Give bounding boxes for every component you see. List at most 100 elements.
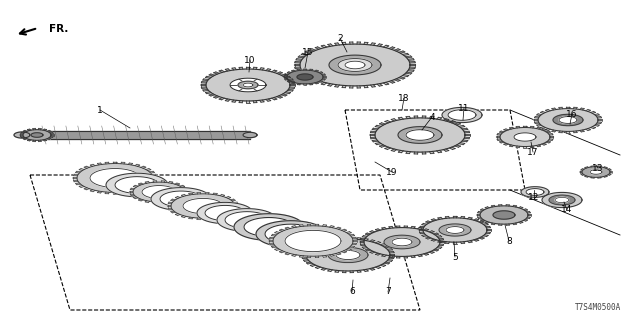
Polygon shape — [590, 170, 602, 174]
Text: 12: 12 — [528, 194, 540, 203]
Polygon shape — [171, 194, 235, 218]
Polygon shape — [542, 192, 582, 208]
Polygon shape — [370, 116, 470, 154]
Polygon shape — [151, 188, 211, 210]
Polygon shape — [345, 61, 365, 69]
Polygon shape — [398, 127, 442, 143]
Polygon shape — [580, 166, 612, 178]
Polygon shape — [553, 114, 583, 126]
Text: 14: 14 — [561, 205, 573, 214]
Text: 10: 10 — [244, 55, 256, 65]
Polygon shape — [273, 226, 353, 256]
Text: 18: 18 — [398, 93, 410, 102]
Polygon shape — [555, 197, 569, 203]
Text: FR.: FR. — [49, 24, 68, 34]
Polygon shape — [294, 42, 415, 88]
Polygon shape — [384, 235, 420, 249]
Polygon shape — [477, 205, 531, 225]
Polygon shape — [238, 81, 258, 89]
Polygon shape — [230, 78, 266, 92]
Polygon shape — [439, 224, 471, 236]
Polygon shape — [206, 69, 290, 101]
Polygon shape — [297, 74, 313, 80]
Polygon shape — [287, 70, 323, 84]
Polygon shape — [550, 196, 574, 204]
Polygon shape — [90, 169, 140, 188]
Polygon shape — [329, 55, 381, 75]
Polygon shape — [205, 205, 245, 220]
Polygon shape — [77, 164, 153, 192]
Polygon shape — [300, 44, 410, 86]
Polygon shape — [339, 59, 371, 71]
Polygon shape — [243, 132, 257, 138]
Polygon shape — [133, 182, 185, 202]
Text: 8: 8 — [506, 236, 512, 245]
Polygon shape — [480, 206, 528, 224]
Text: 17: 17 — [527, 148, 539, 156]
Polygon shape — [301, 237, 394, 273]
Polygon shape — [142, 186, 176, 198]
Polygon shape — [364, 228, 440, 256]
Text: 16: 16 — [566, 109, 578, 118]
Polygon shape — [14, 132, 30, 138]
Polygon shape — [73, 162, 157, 194]
Polygon shape — [160, 191, 202, 207]
Polygon shape — [441, 225, 469, 235]
Polygon shape — [446, 227, 464, 233]
Polygon shape — [336, 251, 360, 260]
Text: 4: 4 — [429, 113, 435, 122]
Polygon shape — [115, 177, 159, 193]
Polygon shape — [32, 131, 250, 139]
Text: 5: 5 — [452, 252, 458, 261]
Polygon shape — [582, 167, 610, 177]
Polygon shape — [20, 129, 54, 141]
Polygon shape — [23, 130, 51, 140]
Polygon shape — [330, 248, 366, 262]
Polygon shape — [500, 127, 550, 147]
Polygon shape — [328, 247, 368, 263]
Polygon shape — [406, 130, 434, 140]
Polygon shape — [256, 221, 326, 247]
Text: 1: 1 — [97, 106, 103, 115]
Text: 15: 15 — [302, 47, 314, 57]
Polygon shape — [201, 67, 295, 103]
Polygon shape — [375, 118, 465, 152]
Text: T7S4M0500A: T7S4M0500A — [575, 303, 621, 312]
Polygon shape — [386, 236, 418, 248]
Polygon shape — [448, 110, 476, 120]
Polygon shape — [31, 133, 43, 137]
Text: 11: 11 — [458, 103, 470, 113]
Polygon shape — [106, 173, 168, 197]
Polygon shape — [534, 107, 602, 133]
Polygon shape — [549, 195, 575, 205]
Text: 2: 2 — [337, 34, 343, 43]
Polygon shape — [423, 218, 487, 242]
Polygon shape — [554, 115, 582, 125]
Polygon shape — [338, 59, 372, 71]
Text: 19: 19 — [387, 167, 397, 177]
Polygon shape — [360, 226, 444, 258]
Polygon shape — [284, 69, 326, 85]
Polygon shape — [538, 108, 598, 132]
Polygon shape — [269, 224, 357, 258]
Polygon shape — [225, 212, 269, 228]
Polygon shape — [392, 238, 412, 246]
Polygon shape — [183, 198, 223, 213]
Polygon shape — [197, 202, 253, 224]
Polygon shape — [526, 188, 544, 196]
Polygon shape — [234, 214, 304, 240]
Polygon shape — [331, 56, 379, 74]
Polygon shape — [244, 218, 294, 236]
Polygon shape — [521, 187, 549, 197]
Polygon shape — [419, 216, 491, 244]
Polygon shape — [243, 83, 253, 87]
Polygon shape — [129, 181, 188, 203]
Polygon shape — [306, 239, 390, 271]
Polygon shape — [493, 211, 515, 219]
Polygon shape — [265, 224, 317, 244]
Polygon shape — [217, 209, 277, 231]
Polygon shape — [497, 126, 554, 148]
Polygon shape — [400, 127, 440, 143]
Text: 6: 6 — [349, 287, 355, 297]
Polygon shape — [285, 230, 341, 252]
